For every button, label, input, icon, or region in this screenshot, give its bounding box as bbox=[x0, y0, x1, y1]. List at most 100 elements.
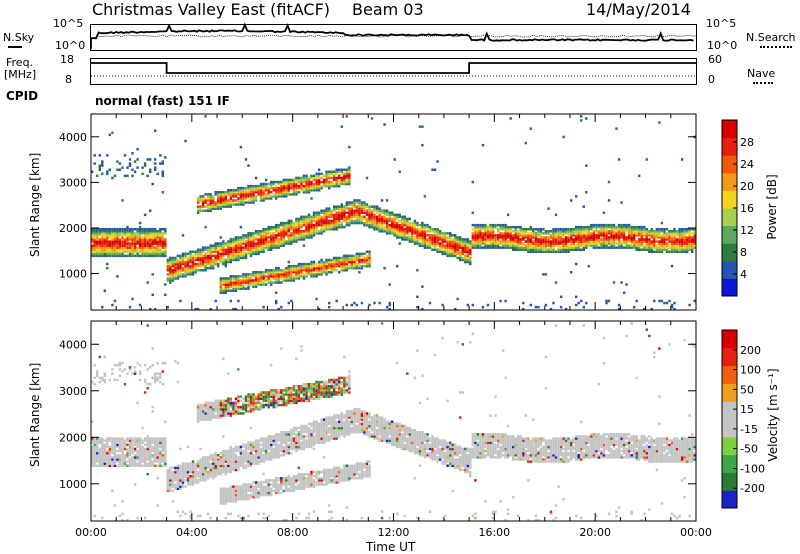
velocity-cell bbox=[138, 460, 142, 463]
velocity-cell bbox=[249, 464, 253, 467]
power-cell bbox=[259, 195, 263, 198]
power-cell bbox=[237, 186, 240, 190]
velocity-cell bbox=[244, 495, 248, 499]
power-cell bbox=[643, 244, 646, 247]
power-cell bbox=[295, 271, 298, 274]
power-cell bbox=[517, 232, 520, 235]
velocity-cell bbox=[151, 439, 154, 442]
power-cell bbox=[693, 238, 696, 241]
power-cell bbox=[527, 234, 530, 237]
power-cell bbox=[280, 269, 283, 272]
velocity-cell bbox=[219, 462, 222, 465]
velocity-cell bbox=[154, 447, 157, 451]
power-cell bbox=[527, 244, 530, 247]
power-cell bbox=[302, 236, 306, 239]
power-cell bbox=[207, 250, 210, 253]
power-cell bbox=[159, 254, 162, 258]
power-cell bbox=[343, 256, 346, 260]
power-cell bbox=[388, 215, 391, 219]
power-cell bbox=[393, 230, 396, 233]
power-cell bbox=[678, 250, 681, 253]
power-cell bbox=[353, 213, 356, 217]
power-cell bbox=[242, 199, 245, 202]
velocity-cell bbox=[93, 443, 96, 447]
power-cell bbox=[189, 266, 192, 270]
power-cell bbox=[441, 252, 444, 256]
power-cell bbox=[307, 230, 311, 233]
power-cell bbox=[259, 193, 263, 196]
velocity-cell bbox=[156, 437, 159, 440]
velocity-cell bbox=[174, 485, 177, 488]
power-cell bbox=[259, 184, 263, 188]
power-cell bbox=[365, 205, 369, 208]
power-cell bbox=[280, 193, 283, 196]
power-cell bbox=[310, 236, 313, 239]
power-cell bbox=[194, 250, 197, 253]
velocity-cell bbox=[224, 516, 227, 520]
power-cell bbox=[287, 271, 290, 274]
power-cell bbox=[544, 248, 548, 251]
power-cell bbox=[638, 232, 641, 235]
power-cell bbox=[244, 254, 248, 258]
power-cell bbox=[436, 236, 439, 239]
power-cell bbox=[106, 232, 109, 235]
velocity-cell bbox=[113, 443, 117, 447]
power-cell bbox=[471, 232, 474, 235]
power-cell bbox=[287, 266, 290, 270]
power-cell bbox=[504, 232, 507, 235]
velocity-cell bbox=[151, 464, 154, 467]
power-cell bbox=[537, 238, 540, 241]
power-cell bbox=[146, 230, 149, 233]
velocity-cell bbox=[179, 487, 182, 490]
velocity-cell bbox=[181, 470, 185, 474]
power-cell bbox=[343, 264, 346, 268]
power-cell bbox=[325, 184, 328, 188]
velocity-cell bbox=[136, 361, 139, 365]
power-cell bbox=[159, 252, 162, 256]
power-cell bbox=[161, 240, 164, 243]
power-cell bbox=[368, 205, 371, 208]
power-cell bbox=[461, 240, 464, 243]
power-cell bbox=[542, 273, 545, 276]
power-cell bbox=[161, 252, 164, 256]
power-cell bbox=[307, 180, 311, 184]
power-cell bbox=[267, 189, 270, 192]
power-cell bbox=[141, 238, 144, 241]
power-cell bbox=[456, 238, 459, 241]
power-cell bbox=[131, 244, 134, 247]
power-cell bbox=[650, 228, 653, 231]
velocity-cell bbox=[169, 487, 172, 490]
velocity-cell bbox=[141, 456, 144, 459]
power-cell bbox=[96, 254, 99, 258]
power-cell bbox=[375, 215, 379, 219]
power-cell bbox=[277, 234, 280, 237]
power-cell bbox=[141, 240, 144, 243]
power-cell bbox=[680, 232, 684, 235]
velocity-cell bbox=[207, 512, 210, 516]
velocity-cell bbox=[217, 414, 220, 417]
power-cell bbox=[388, 283, 391, 286]
power-cell bbox=[617, 158, 621, 161]
power-cell bbox=[259, 281, 263, 284]
velocity-cell bbox=[98, 464, 101, 467]
power-cell bbox=[146, 242, 149, 245]
velocity-cell bbox=[209, 403, 212, 407]
velocity-cell bbox=[93, 364, 96, 367]
velocity-cell bbox=[136, 451, 139, 455]
power-cell bbox=[232, 195, 235, 198]
power-cell bbox=[264, 228, 268, 231]
power-cell bbox=[191, 260, 195, 264]
power-cell bbox=[358, 262, 361, 266]
power-cell bbox=[277, 244, 280, 247]
power-cell bbox=[232, 285, 235, 288]
velocity-cell bbox=[204, 405, 207, 409]
velocity-cell bbox=[143, 447, 147, 451]
power-cell bbox=[262, 236, 265, 239]
power-cell bbox=[307, 215, 311, 219]
power-cell bbox=[633, 225, 636, 229]
velocity-cell bbox=[121, 449, 124, 453]
power-cell bbox=[257, 230, 260, 233]
power-cell bbox=[93, 234, 96, 237]
power-cell bbox=[380, 217, 384, 221]
power-cell bbox=[219, 254, 222, 258]
